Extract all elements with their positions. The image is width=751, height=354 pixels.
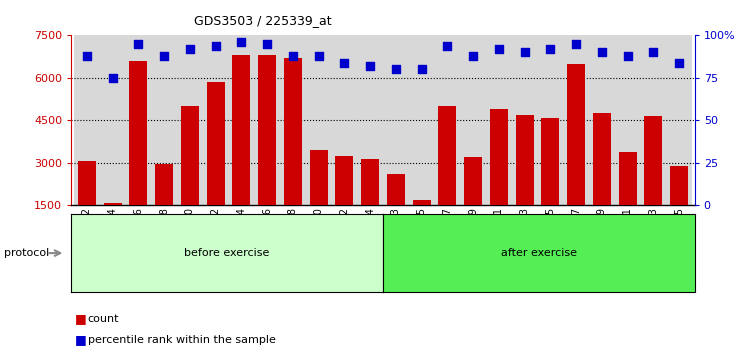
Point [339,60,351,65]
Bar [155,164,173,248]
Point [158,53,170,59]
Text: ■: ■ [75,312,87,325]
Bar [361,159,379,248]
Text: GDS3503 / 225339_at: GDS3503 / 225339_at [194,14,332,27]
Point [184,46,196,52]
Point [261,41,273,47]
Bar [383,35,409,205]
Bar [486,35,511,205]
Bar [309,150,327,248]
Point [647,50,659,55]
Bar [203,35,228,205]
Point [415,67,427,72]
Point [364,63,376,69]
Bar [207,82,225,248]
Text: protocol: protocol [4,248,49,258]
Bar [567,64,585,248]
Bar [563,35,589,205]
Text: before exercise: before exercise [185,248,270,258]
Bar [541,118,559,248]
Text: after exercise: after exercise [501,248,577,258]
Bar [516,115,534,248]
Bar [644,116,662,248]
Text: percentile rank within the sample: percentile rank within the sample [88,335,276,345]
Bar [78,161,96,248]
Point [519,50,531,55]
Bar [357,35,383,205]
Point [390,67,402,72]
Bar [280,35,306,205]
Bar [387,174,405,248]
Bar [593,113,611,248]
Bar [228,35,255,205]
Bar [412,200,430,248]
Bar [439,106,457,248]
Point [467,53,479,59]
Point [673,60,685,65]
Bar [151,35,177,205]
Bar [232,55,250,248]
Bar [306,35,331,205]
Point [132,41,144,47]
Bar [615,35,641,205]
Bar [490,109,508,248]
Text: ■: ■ [75,333,87,346]
Bar [177,35,203,205]
Point [596,50,608,55]
Bar [129,61,147,248]
Bar [538,35,563,205]
Point [570,41,582,47]
Point [544,46,556,52]
Point [235,39,247,45]
Bar [589,35,615,205]
Point [210,43,222,48]
Point [312,53,324,59]
Bar [409,35,435,205]
Bar [336,156,354,248]
Text: count: count [88,314,119,324]
Point [622,53,634,59]
Bar [331,35,357,205]
Point [442,43,454,48]
Bar [74,35,100,205]
Bar [104,203,122,248]
Bar [666,35,692,205]
Bar [460,35,486,205]
Bar [258,55,276,248]
Point [81,53,93,59]
Bar [435,35,460,205]
Bar [511,35,538,205]
Bar [619,152,637,248]
Bar [670,166,688,248]
Bar [125,35,151,205]
Point [287,53,299,59]
Bar [284,58,302,248]
Bar [464,157,482,248]
Point [107,75,119,81]
Bar [181,106,199,248]
Bar [641,35,666,205]
Bar [100,35,125,205]
Point [493,46,505,52]
Bar [255,35,280,205]
